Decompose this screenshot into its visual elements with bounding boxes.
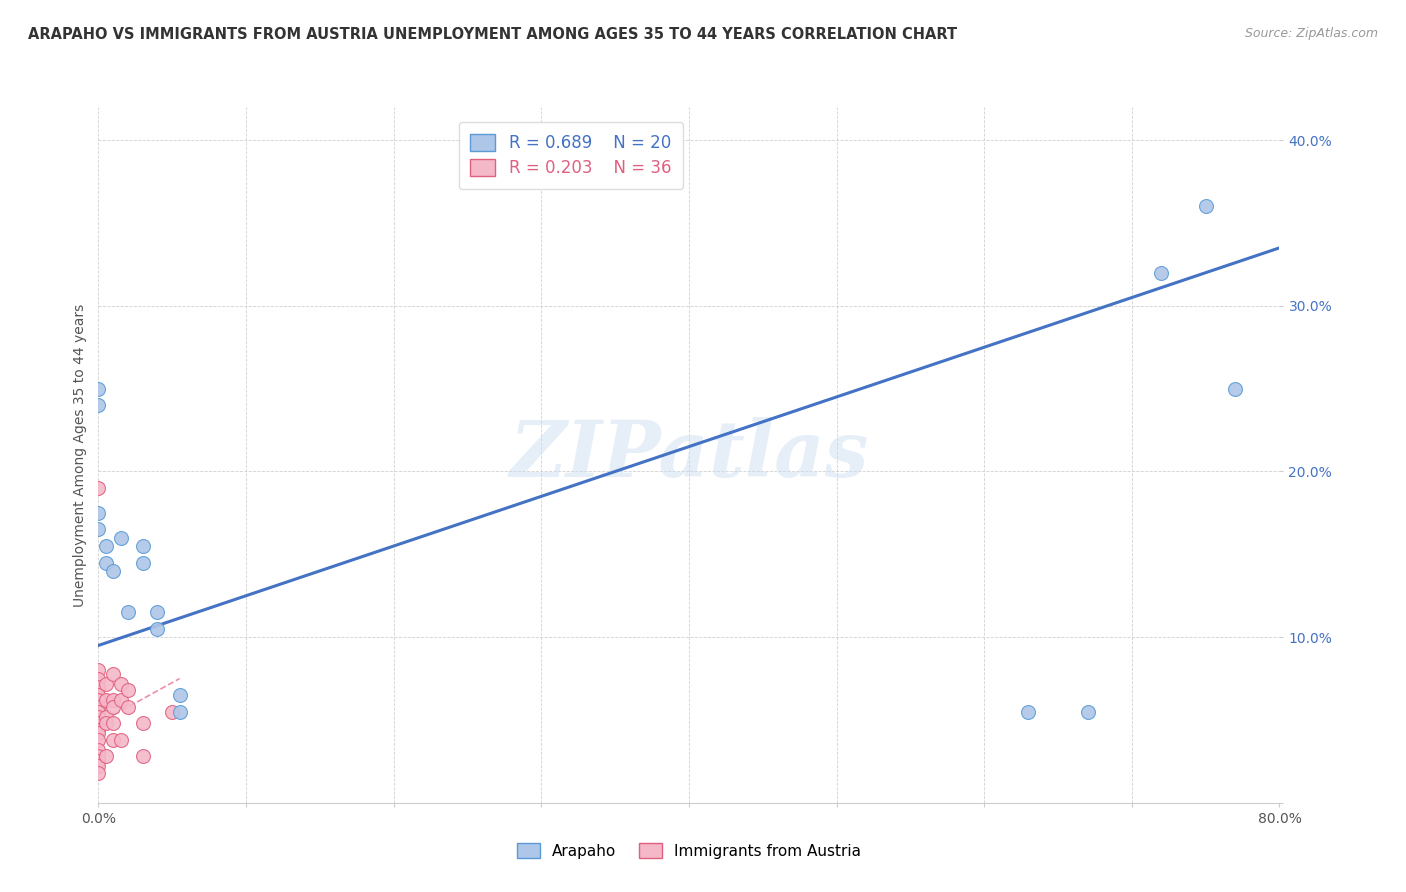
Text: Source: ZipAtlas.com: Source: ZipAtlas.com (1244, 27, 1378, 40)
Legend: Arapaho, Immigrants from Austria: Arapaho, Immigrants from Austria (510, 837, 868, 864)
Point (87, 766, 110, 780)
Point (87, 749, 110, 764)
Point (1017, 705, 1039, 719)
Point (162, 705, 183, 719)
Point (87, 688, 110, 702)
Text: ARAPAHO VS IMMIGRANTS FROM AUSTRIA UNEMPLOYMENT AMONG AGES 35 TO 44 YEARS CORREL: ARAPAHO VS IMMIGRANTS FROM AUSTRIA UNEMP… (28, 27, 957, 42)
Point (103, 699, 125, 714)
Point (87, 382, 110, 396)
Point (87, 716, 110, 731)
Point (169, 705, 191, 719)
Point (87, 755, 110, 769)
Point (87, 726, 110, 740)
Point (117, 605, 139, 619)
Point (87, 723, 110, 737)
Point (169, 688, 191, 702)
Point (103, 693, 125, 707)
Point (132, 556, 155, 570)
Point (87, 759, 110, 773)
Point (1223, 382, 1246, 396)
Point (87, 506, 110, 520)
Point (146, 622, 169, 636)
Point (110, 693, 132, 707)
Point (117, 699, 139, 714)
Point (87, 709, 110, 723)
Point (103, 666, 125, 681)
Point (87, 693, 110, 707)
Point (94, 676, 117, 690)
Point (1195, 199, 1218, 213)
Point (110, 732, 132, 747)
Point (103, 732, 125, 747)
Point (146, 605, 169, 619)
Point (132, 539, 155, 553)
Text: ZIPatlas: ZIPatlas (509, 417, 869, 493)
Point (1077, 705, 1099, 719)
Point (110, 531, 132, 545)
Point (94, 749, 117, 764)
Point (87, 672, 110, 686)
Point (87, 523, 110, 537)
Point (1150, 266, 1173, 280)
Point (94, 539, 117, 553)
Point (87, 705, 110, 719)
Point (132, 716, 155, 731)
Point (87, 743, 110, 757)
Point (94, 709, 117, 723)
Point (103, 564, 125, 578)
Point (132, 749, 155, 764)
Y-axis label: Unemployment Among Ages 35 to 44 years: Unemployment Among Ages 35 to 44 years (73, 303, 87, 607)
Point (94, 716, 117, 731)
Point (87, 481, 110, 495)
Point (117, 683, 139, 698)
Point (103, 716, 125, 731)
Point (87, 680, 110, 694)
Point (110, 676, 132, 690)
Point (94, 693, 117, 707)
Point (87, 398, 110, 412)
Point (87, 732, 110, 747)
Point (94, 556, 117, 570)
Point (87, 699, 110, 714)
Point (87, 663, 110, 677)
